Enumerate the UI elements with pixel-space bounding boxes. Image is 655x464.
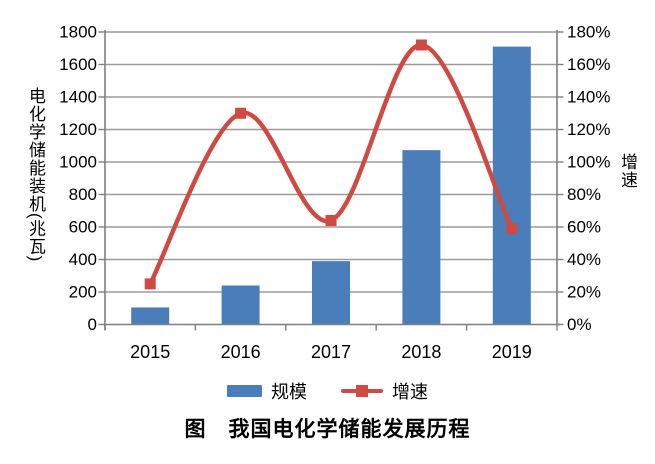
bar-2016: [221, 285, 260, 325]
right-axis-title: 增速: [618, 153, 637, 189]
left-axis-title: 电化学储能装机(兆瓦): [26, 87, 45, 263]
growth-marker-2016: [235, 107, 247, 119]
legend-square-marker-icon: [356, 385, 368, 397]
growth-line: [147, 42, 515, 287]
legend: 规模 增速: [0, 379, 655, 403]
left-tick-label-200: 200: [69, 283, 97, 302]
right-tick-label-120: 120%: [567, 120, 610, 139]
left-tick-label-600: 600: [69, 218, 97, 237]
left-tick-label-800: 800: [69, 185, 97, 204]
right-tick-label-140: 140%: [567, 88, 610, 107]
legend-label-growth: 增速: [392, 382, 428, 402]
right-tick-label-60: 60%: [567, 218, 601, 237]
legend-line-marker-icon: [341, 384, 383, 398]
right-tick-label-80: 80%: [567, 185, 601, 204]
bar-2018: [402, 150, 441, 325]
figure-title: 图 我国电化学储能发展历程: [184, 418, 471, 441]
right-tick-label-20: 20%: [567, 283, 601, 302]
left-tick-label-1800: 1800: [59, 23, 97, 42]
legend-item-growth: 增速: [341, 378, 428, 404]
x-label-2017: 2017: [311, 342, 351, 362]
left-tick-label-400: 400: [69, 250, 97, 269]
growth-marker-2018: [415, 39, 427, 51]
growth-marker-2019: [506, 223, 518, 235]
bar-2015: [131, 307, 170, 325]
left-tick-label-1400: 1400: [59, 88, 97, 107]
right-tick-label-40: 40%: [567, 250, 601, 269]
legend-item-scale: 规模: [227, 378, 307, 404]
bar-2019: [492, 46, 531, 325]
right-tick-label-180: 180%: [567, 23, 610, 42]
growth-marker-2017: [325, 215, 337, 226]
x-label-2019: 2019: [492, 342, 532, 362]
right-tick-label-100: 100%: [567, 153, 610, 172]
bar-2017: [312, 261, 350, 325]
left-tick-label-1600: 1600: [59, 55, 97, 74]
left-tick-label-0: 0: [88, 315, 97, 334]
x-label-2015: 2015: [130, 342, 170, 362]
right-tick-label-160: 160%: [567, 55, 610, 74]
x-label-2016: 2016: [221, 342, 261, 362]
growth-marker-2015: [144, 278, 156, 290]
legend-label-scale: 规模: [271, 382, 307, 402]
right-tick-label-0: 0%: [567, 315, 592, 334]
legend-bar-swatch-icon: [227, 385, 262, 397]
x-label-2018: 2018: [401, 342, 441, 362]
left-tick-label-1200: 1200: [59, 120, 97, 139]
left-tick-label-1000: 1000: [59, 153, 97, 172]
